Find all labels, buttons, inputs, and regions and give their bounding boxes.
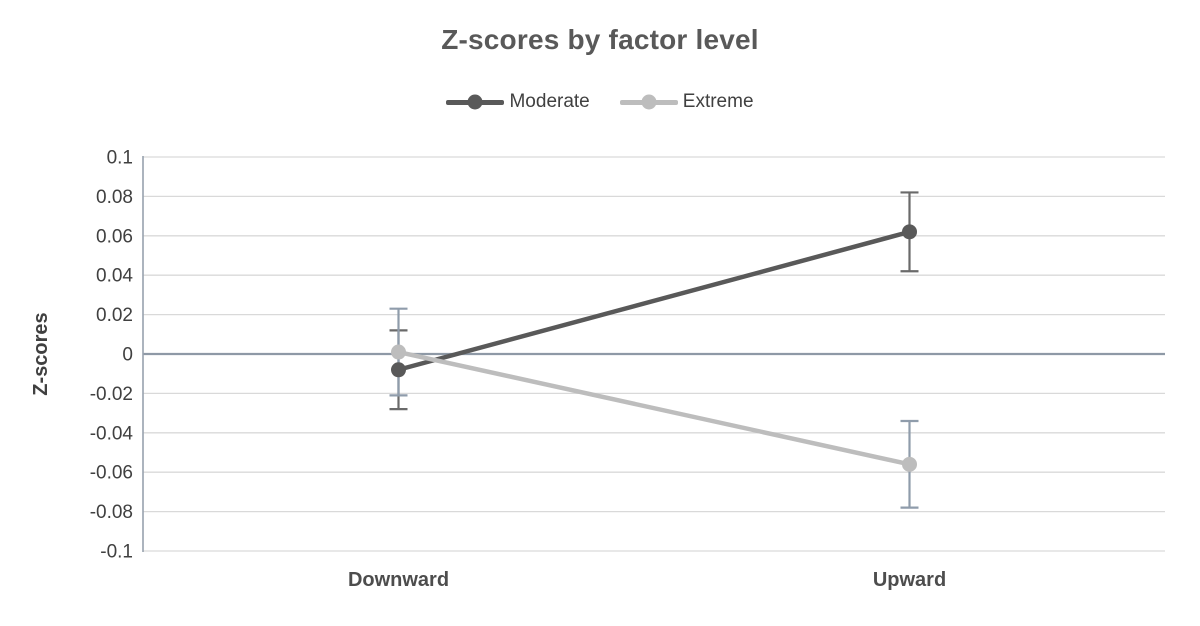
data-point-extreme — [391, 344, 406, 360]
y-tick-label: 0.1 — [107, 148, 133, 169]
extreme-series-marker-icon — [619, 94, 678, 110]
data-point-moderate — [902, 224, 917, 240]
y-tick-label: -0.04 — [90, 423, 134, 444]
legend-label-moderate: Moderate — [509, 91, 590, 112]
chart-title: Z-scores by factor level — [441, 24, 759, 55]
y-tick-label: 0.06 — [96, 226, 133, 247]
y-tick-label: -0.06 — [90, 463, 133, 484]
legend: Moderate Extreme — [0, 91, 1200, 113]
moderate-series-marker-icon — [446, 94, 505, 110]
series-line-extreme — [398, 349, 910, 467]
y-tick-label: 0.02 — [96, 305, 133, 326]
y-tick-label: 0 — [122, 345, 133, 366]
legend-item: Extreme — [619, 91, 754, 113]
y-tick-label: 0.04 — [96, 266, 133, 287]
x-category-label: Upward — [873, 569, 946, 591]
y-tick-label: -0.1 — [100, 542, 133, 563]
series-line-moderate — [397, 229, 911, 372]
legend-item: Moderate — [446, 91, 590, 113]
data-point-extreme — [902, 456, 917, 472]
data-point-moderate — [391, 362, 406, 378]
legend-label-extreme: Extreme — [682, 91, 754, 112]
y-tick-label: -0.02 — [90, 384, 133, 405]
y-tick-label: 0.08 — [96, 187, 133, 208]
x-category-label: Downward — [348, 569, 449, 591]
y-axis-title: Z-scores — [30, 312, 52, 395]
y-tick-label: -0.08 — [90, 502, 133, 523]
